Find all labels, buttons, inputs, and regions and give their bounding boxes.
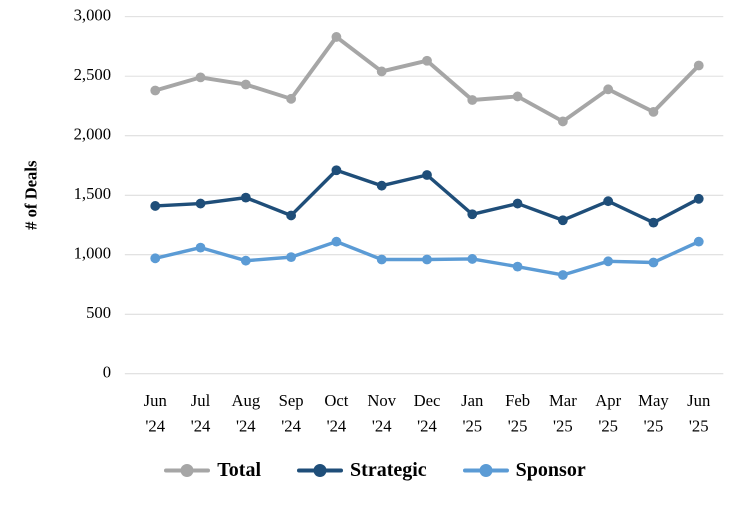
data-point-strategic <box>195 198 206 209</box>
y-axis-title: # of Deals <box>22 160 41 230</box>
x-tick-label-year: '25 <box>462 417 482 436</box>
data-point-sponsor <box>195 242 206 253</box>
strategic-line-marker-icon <box>297 464 344 478</box>
data-point-sponsor <box>240 255 251 266</box>
data-point-strategic <box>376 180 387 191</box>
x-tick-label-year: '25 <box>644 417 664 436</box>
data-point-strategic <box>467 209 478 220</box>
series-line-total <box>153 34 701 124</box>
y-tick-label: 2,500 <box>74 65 111 84</box>
x-tick-label-year: '25 <box>689 417 709 436</box>
x-tick-label-month: May <box>638 391 669 410</box>
x-tick-label-month: Jun <box>687 391 711 410</box>
x-tick-label-month: Mar <box>549 391 577 410</box>
data-point-total <box>195 72 206 83</box>
x-tick-label-month: Feb <box>505 391 530 410</box>
x-tick-label-year: '24 <box>372 417 392 436</box>
x-tick-label-month: Jun <box>144 391 168 410</box>
x-tick-label-year: '24 <box>327 417 347 436</box>
legend-label-total: Total <box>217 459 262 482</box>
y-tick-label: 3,000 <box>74 6 111 25</box>
y-tick-label: 0 <box>103 363 111 382</box>
x-tick-label-year: '24 <box>145 417 165 436</box>
legend-item-total: Total <box>164 459 261 482</box>
data-point-strategic <box>422 170 432 180</box>
data-point-strategic <box>557 215 568 226</box>
data-point-strategic <box>603 196 614 207</box>
x-tick-label-month: Dec <box>414 391 441 410</box>
data-point-sponsor <box>557 270 568 280</box>
data-point-total <box>648 107 659 117</box>
x-tick-label-month: Nov <box>367 391 396 410</box>
x-tick-label-month: Jul <box>191 391 211 410</box>
data-point-sponsor <box>512 261 523 272</box>
y-tick-label: 1,000 <box>74 244 111 263</box>
x-tick-label-month: Jan <box>461 391 484 410</box>
data-point-total <box>512 91 523 102</box>
legend-item-sponsor: Sponsor <box>462 459 586 482</box>
y-tick-label: 1,500 <box>74 184 111 203</box>
total-line-marker-icon <box>164 464 211 478</box>
legend-label-strategic: Strategic <box>350 459 427 482</box>
x-tick-label-year: '24 <box>281 417 301 436</box>
data-point-sponsor <box>331 236 342 247</box>
data-point-total <box>376 66 387 77</box>
chart-legend: Total Strategic Sponsor <box>0 449 750 528</box>
sponsor-line-marker-icon <box>462 464 509 478</box>
x-tick-label-year: '25 <box>598 417 618 436</box>
data-point-total <box>557 116 568 127</box>
x-tick-label-month: Apr <box>595 391 621 410</box>
data-point-sponsor <box>422 254 432 265</box>
data-point-sponsor <box>648 257 659 268</box>
data-point-strategic <box>331 165 342 176</box>
data-point-total <box>150 85 161 96</box>
data-point-strategic <box>150 201 161 211</box>
data-point-strategic <box>240 192 251 203</box>
y-tick-label: 2,000 <box>74 125 111 144</box>
data-point-total <box>422 55 432 66</box>
legend-item-strategic: Strategic <box>297 459 427 482</box>
data-point-sponsor <box>693 236 704 247</box>
x-tick-label-month: Aug <box>231 391 260 410</box>
data-point-sponsor <box>603 256 614 267</box>
data-point-total <box>603 84 614 95</box>
data-point-sponsor <box>150 253 161 264</box>
data-point-total <box>467 95 478 105</box>
data-point-strategic <box>512 198 523 209</box>
data-point-sponsor <box>286 252 297 263</box>
data-point-total <box>331 32 342 42</box>
x-tick-label-year: '25 <box>508 417 528 436</box>
data-point-strategic <box>648 217 659 228</box>
x-tick-label-year: '24 <box>236 417 256 436</box>
x-tick-label-year: '24 <box>417 417 437 436</box>
data-point-sponsor <box>376 254 387 265</box>
x-tick-label-year: '25 <box>553 417 573 436</box>
legend-label-sponsor: Sponsor <box>515 459 586 482</box>
x-tick-label-month: Sep <box>279 391 304 410</box>
data-point-total <box>240 79 251 90</box>
x-tick-label-month: Oct <box>324 391 348 410</box>
chart-canvas: 0 500 1,000 1,500 2,000 2,500 3,000 # of Deals J… <box>22 6 724 436</box>
x-tick-label-year: '24 <box>191 417 211 436</box>
data-point-sponsor <box>467 254 478 264</box>
data-point-strategic <box>693 193 704 204</box>
y-tick-label: 500 <box>86 303 111 322</box>
data-point-strategic <box>286 210 297 221</box>
data-point-total <box>286 93 297 104</box>
data-point-total <box>693 60 704 71</box>
